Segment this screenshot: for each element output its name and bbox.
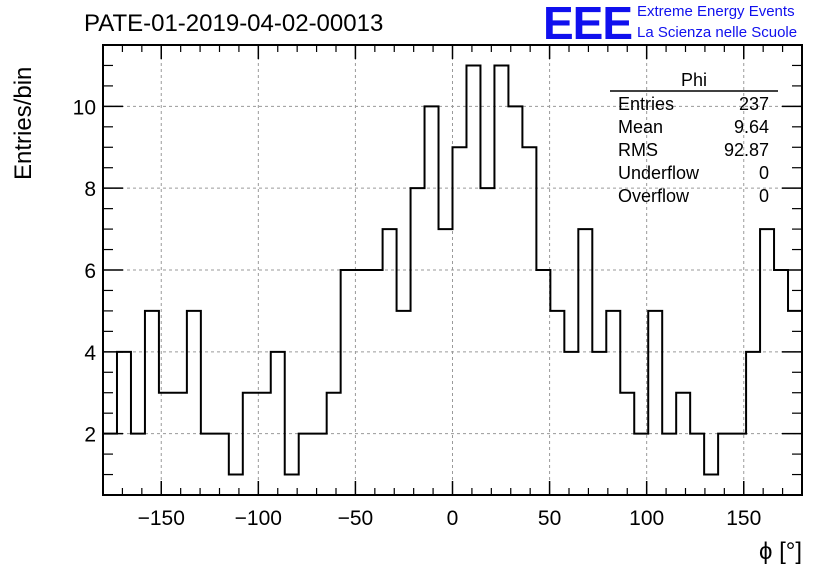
stats-label: Underflow [618,163,700,183]
y-axis-title: Entries/bin [10,67,37,180]
x-tick-label: 50 [538,507,561,530]
stats-value: 9.64 [734,117,769,137]
stats-value: 92.87 [724,140,769,160]
y-tick-label: 10 [73,96,96,119]
stats-box-name: Phi [681,70,707,90]
stats-label: RMS [618,140,658,160]
x-tick-label: −50 [338,507,374,530]
y-tick-label: 4 [84,342,96,365]
stats-box: Phi Entries 237 Mean 9.64 RMS 92.87 Underflow 0… [610,70,778,206]
stats-label: Overflow [618,186,690,206]
y-tick-label: 8 [84,178,96,201]
y-tick-label: 6 [84,260,96,283]
y-tick-label: 2 [84,424,96,447]
x-tick-label: 150 [726,507,761,530]
histogram-line [103,64,802,476]
stats-label: Mean [618,117,663,137]
axis-ticks [103,45,802,495]
x-tick-label: −100 [235,507,282,530]
stats-label: Entries [618,94,674,114]
grid [103,45,802,495]
x-axis-title: ϕ [°] [759,538,802,565]
stats-value: 237 [739,94,769,114]
logo-line-2: La Scienza nelle Scuole [637,24,798,41]
x-tick-label: 100 [629,507,664,530]
chart-title: PATE-01-2019-04-02-00013 [84,10,384,37]
stats-value: 0 [759,186,769,206]
x-tick-labels: −150 −100 −50 0 50 100 150 [138,507,762,530]
x-tick-label: −150 [138,507,185,530]
y-tick-labels: 2 4 6 8 10 [73,96,97,446]
logo-line-1: Extreme Energy Events [637,3,795,20]
eee-logo: EEE [543,0,633,49]
stats-value: 0 [759,163,769,183]
x-tick-label: 0 [447,507,459,530]
plot-frame [102,44,803,496]
